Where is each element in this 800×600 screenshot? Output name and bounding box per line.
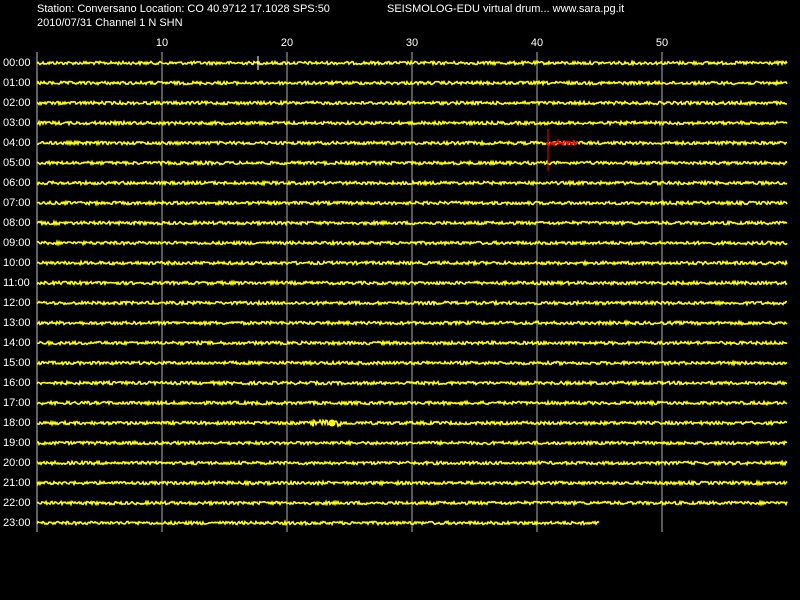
- row-label: 23:00: [3, 517, 31, 529]
- row-label: 07:00: [3, 197, 31, 209]
- row-label: 22:00: [3, 497, 31, 509]
- event-trace: [545, 138, 579, 148]
- row-label: 10:00: [3, 257, 31, 269]
- trace: [36, 259, 788, 267]
- row-label: 05:00: [3, 157, 31, 169]
- trace: [36, 299, 788, 307]
- trace: [36, 139, 788, 147]
- minute-label: 20: [281, 37, 293, 49]
- trace: [36, 499, 788, 507]
- row-label: 21:00: [3, 477, 31, 489]
- channel-info: 2010/07/31 Channel 1 N SHN: [37, 17, 183, 29]
- station-info: Station: Conversano Location: CO 40.9712…: [37, 3, 330, 15]
- trace: [36, 239, 788, 247]
- trace: [36, 119, 788, 127]
- row-label: 00:00: [3, 57, 31, 69]
- trace: [36, 199, 788, 207]
- trace: [36, 159, 788, 167]
- row-label: 04:00: [3, 137, 31, 149]
- trace: [36, 399, 788, 407]
- row-label: 13:00: [3, 317, 31, 329]
- trace: [36, 339, 788, 347]
- row-label: 06:00: [3, 177, 31, 189]
- program-info: SEISMOLOG-EDU virtual drum... www.sara.p…: [387, 3, 624, 15]
- trace: [36, 418, 788, 428]
- row-label: 03:00: [3, 117, 31, 129]
- trace: [36, 179, 788, 187]
- trace: [36, 279, 788, 287]
- trace: [36, 59, 788, 67]
- trace: [36, 479, 788, 487]
- trace: [36, 459, 788, 467]
- row-label: 08:00: [3, 217, 31, 229]
- minute-label: 10: [156, 37, 168, 49]
- row-label: 11:00: [3, 277, 30, 289]
- row-label: 20:00: [3, 457, 31, 469]
- row-label: 01:00: [3, 77, 31, 89]
- row-label: 09:00: [3, 237, 31, 249]
- row-label: 02:00: [3, 97, 31, 109]
- row-label: 19:00: [3, 437, 31, 449]
- trace: [36, 79, 788, 87]
- row-label: 15:00: [3, 357, 31, 369]
- trace: [36, 319, 788, 328]
- trace: [36, 519, 600, 527]
- row-label: 14:00: [3, 337, 31, 349]
- row-label: 16:00: [3, 377, 31, 389]
- trace: [36, 379, 788, 387]
- row-label: 12:00: [3, 297, 31, 309]
- trace: [36, 219, 788, 227]
- row-label: 18:00: [3, 417, 31, 429]
- row-label: 17:00: [3, 397, 31, 409]
- trace: [36, 439, 788, 447]
- minute-label: 40: [531, 37, 543, 49]
- minute-label: 50: [656, 37, 668, 49]
- trace: [36, 359, 788, 367]
- event-blob: [328, 419, 336, 427]
- trace: [36, 99, 788, 107]
- minute-label: 30: [406, 37, 418, 49]
